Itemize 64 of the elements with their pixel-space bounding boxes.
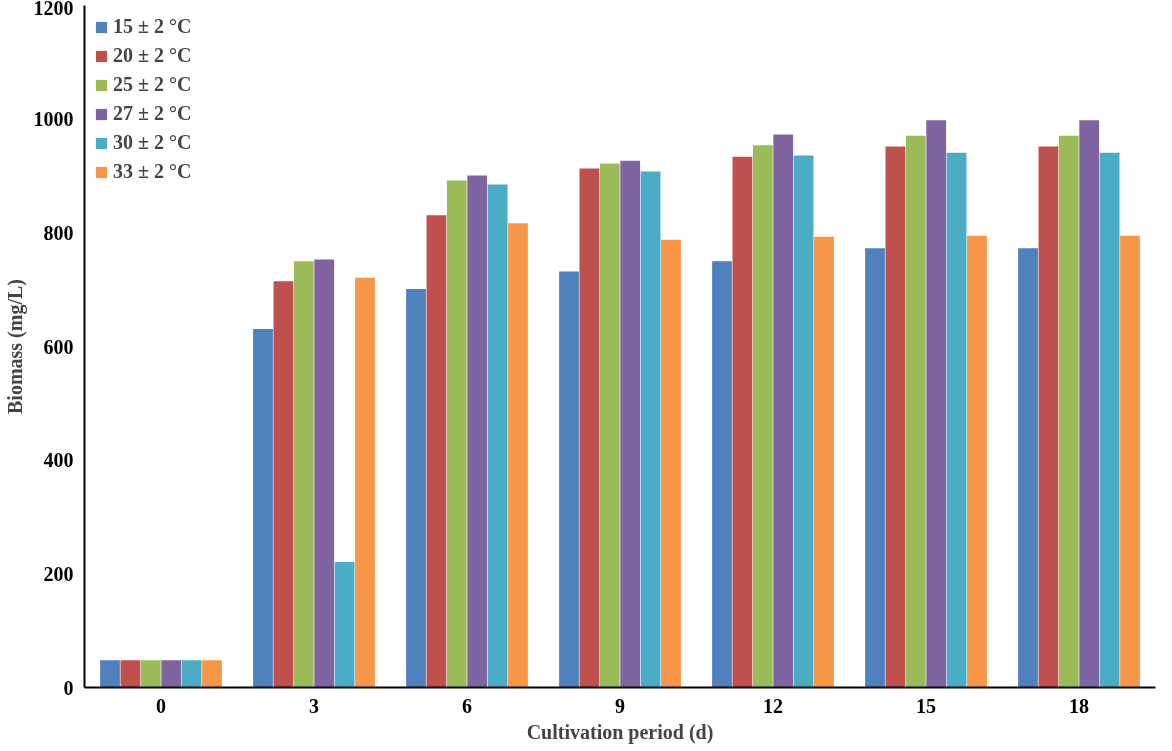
x-tick-label: 9 <box>615 694 625 717</box>
bar <box>426 215 447 688</box>
bar <box>559 271 579 688</box>
y-tick-label: 600 <box>43 335 74 358</box>
bar <box>334 561 355 688</box>
bar <box>161 660 182 688</box>
bar <box>181 660 202 688</box>
bar <box>1079 120 1100 688</box>
bar <box>1038 146 1059 688</box>
x-tick-label: 12 <box>763 694 783 717</box>
bar <box>355 277 375 688</box>
bar <box>620 160 641 688</box>
bar <box>314 259 335 688</box>
bar <box>926 120 947 688</box>
bar <box>640 171 661 688</box>
legend-label: 15 ± 2 °C <box>113 15 192 38</box>
bar <box>202 660 222 688</box>
bar <box>120 660 141 688</box>
x-axis-title: Cultivation period (d) <box>526 720 714 744</box>
y-axis-title: Biomass (mg/L) <box>3 279 27 414</box>
y-tick-label: 1200 <box>33 0 74 19</box>
bar <box>100 660 120 688</box>
bar <box>579 168 600 688</box>
bar <box>1058 135 1079 688</box>
x-tick-label: 15 <box>916 694 936 717</box>
legend-label: 25 ± 2 °C <box>113 73 192 96</box>
bar <box>865 248 885 688</box>
bar <box>446 180 467 688</box>
x-tick-label: 0 <box>156 694 166 717</box>
bar <box>946 152 967 688</box>
bar <box>793 155 814 688</box>
bar <box>140 660 161 688</box>
bar <box>487 184 508 688</box>
y-tick-label: 800 <box>43 221 74 244</box>
bar <box>773 134 794 688</box>
bar <box>1120 235 1140 688</box>
bar <box>814 236 834 688</box>
legend-label: 20 ± 2 °C <box>113 44 192 67</box>
bar <box>293 261 314 688</box>
x-tick-label: 6 <box>462 694 472 717</box>
x-tick-label: 3 <box>309 694 319 717</box>
bar <box>732 156 753 688</box>
bar <box>885 146 906 688</box>
bar <box>406 289 426 688</box>
bar <box>661 239 681 688</box>
legend-label: 27 ± 2 °C <box>113 102 192 125</box>
bar <box>1018 248 1038 688</box>
bar <box>905 135 926 688</box>
y-tick-label: 0 <box>63 676 74 699</box>
bar <box>1099 152 1120 688</box>
x-tick-label: 18 <box>1069 694 1089 717</box>
y-tick-label: 1000 <box>33 108 74 131</box>
bar <box>712 261 732 688</box>
bar <box>599 163 620 688</box>
legend-label: 33 ± 2 °C <box>113 160 192 183</box>
y-tick-label: 200 <box>43 562 74 585</box>
bar <box>967 235 987 688</box>
legend-label: 30 ± 2 °C <box>113 131 192 154</box>
bar <box>253 328 273 688</box>
bar <box>752 145 773 688</box>
bar <box>273 281 294 688</box>
bar <box>508 223 528 688</box>
bar <box>467 175 488 688</box>
y-tick-label: 400 <box>43 449 74 472</box>
